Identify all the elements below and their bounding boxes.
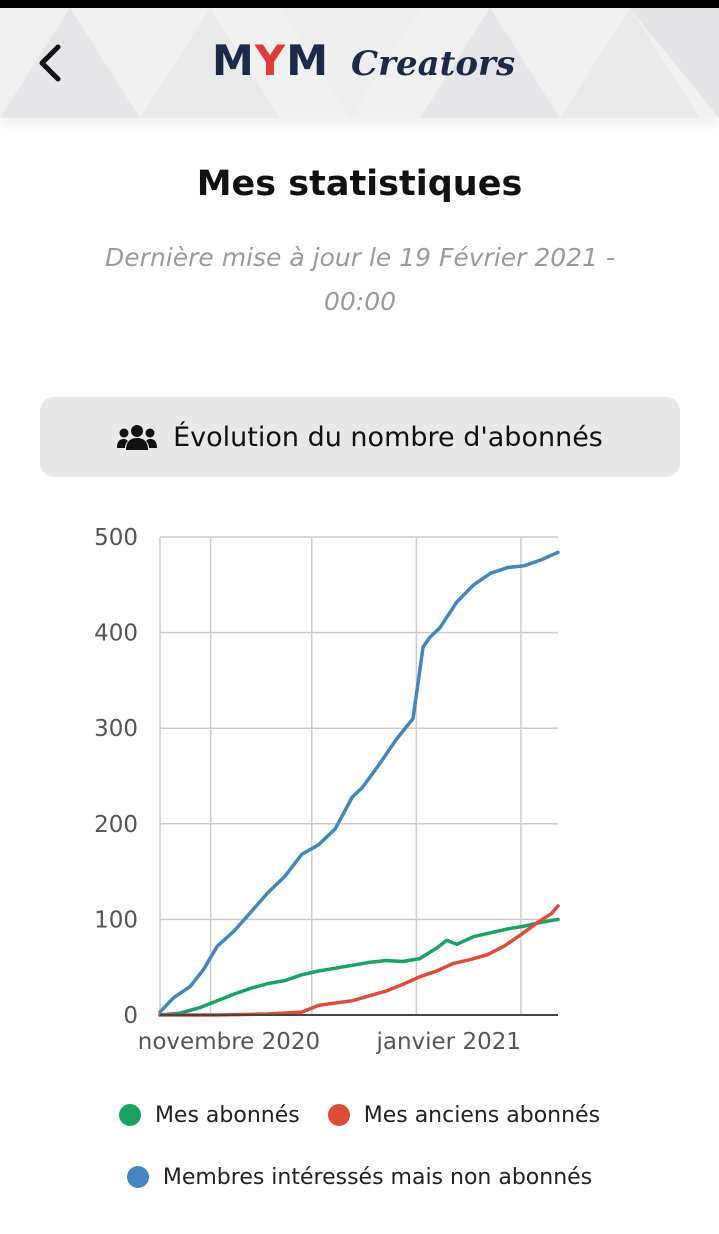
logo-creators: Creators [351,44,516,84]
users-icon [117,425,158,450]
series-line-0 [158,917,560,1017]
x-tick-label: janvier 2021 [375,1029,521,1055]
legend-row-2: Membres intéressés mais non abonnés [0,1152,719,1202]
legend-item-membres-interesses[interactable]: Membres intéressés mais non abonnés [126,1164,593,1190]
back-button[interactable] [28,38,72,88]
status-bar [0,0,719,8]
legend-row-1: Mes abonnés Mes anciens abonnés [0,1090,719,1140]
series-line-2 [158,550,560,1014]
series-line-1 [158,904,560,1017]
legend-dot-blue [126,1166,149,1188]
legend-label: Mes abonnés [154,1102,300,1128]
subscribers-chart: 0 100 200 300 400 500 novembre 2020 janvier 202… [60,515,580,1075]
y-tick-label: 200 [94,812,138,838]
subscribers-evolution-header: Évolution du nombre d'abonnés [40,397,680,477]
chart-legend: Mes abonnés Mes anciens abonnés Membres … [0,1090,719,1214]
chart-series [158,550,560,1017]
legend-dot-red [327,1104,350,1126]
last-update-text: Dernière mise à jour le 19 Février 2021 … [60,236,660,324]
mym-creators-logo: MYM Creators [212,36,515,92]
legend-item-mes-anciens-abonnes[interactable]: Mes anciens abonnés [327,1102,601,1128]
legend-label: Membres intéressés mais non abonnés [162,1164,593,1190]
y-tick-label: 300 [94,716,138,742]
y-tick-label: 400 [94,621,138,647]
legend-item-mes-abonnes[interactable]: Mes abonnés [118,1102,300,1128]
chart-grid [159,536,558,1016]
section-title: Évolution du nombre d'abonnés [173,421,603,453]
legend-label: Mes anciens abonnés [363,1102,601,1128]
last-update-line-2: 00:00 [323,287,397,316]
app-header: MYM Creators [0,8,719,118]
last-update-line-1: Dernière mise à jour le 19 Février 2021 … [105,243,615,272]
logo-mym: MYM [212,36,330,85]
page-title: Mes statistiques [196,164,523,204]
y-tick-label: 100 [94,907,138,933]
chart-axes: 0 100 200 300 400 500 novembre 2020 janvier 202… [94,525,558,1055]
chevron-left-icon [39,44,61,82]
x-tick-label: novembre 2020 [138,1029,320,1055]
y-tick-label: 0 [123,1003,138,1029]
chart-svg: 0 100 200 300 400 500 novembre 2020 janvier 202… [94,525,560,1055]
legend-dot-green [118,1104,141,1126]
y-tick-label: 500 [94,525,138,551]
header-pattern [0,8,719,118]
